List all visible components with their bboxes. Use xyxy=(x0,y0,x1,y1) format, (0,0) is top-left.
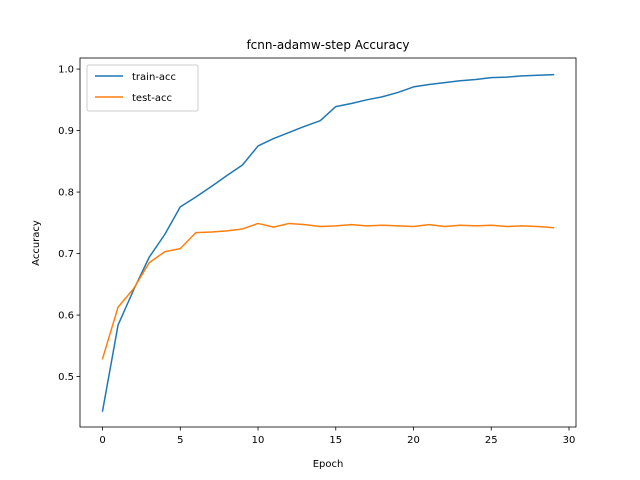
y-tick-label: 0.8 xyxy=(58,188,74,199)
legend: train-acc test-acc xyxy=(86,64,199,112)
x-tick-label: 10 xyxy=(252,435,265,446)
y-tick-label: 0.7 xyxy=(58,249,74,260)
x-tick-label: 5 xyxy=(177,435,183,446)
y-tick-label: 0.6 xyxy=(58,311,74,322)
x-axis-label: Epoch xyxy=(313,459,344,470)
x-tick-label: 0 xyxy=(99,435,105,446)
y-tick-label: 0.9 xyxy=(58,126,74,137)
x-tick-label: 15 xyxy=(329,435,342,446)
series-lines xyxy=(101,73,555,412)
y-axis-label: Accuracy xyxy=(31,220,42,266)
legend-label-train-acc: train-acc xyxy=(132,72,176,83)
y-tick-label: 0.5 xyxy=(58,372,74,383)
x-tick-label: 20 xyxy=(407,435,420,446)
plot-frame xyxy=(79,57,577,428)
axis-ticks: 0 5 10 15 20 25 30 0.5 0.6 0.7 0.8 0.9 1.0 xyxy=(58,65,575,446)
legend-label-test-acc: test-acc xyxy=(132,93,172,104)
x-tick-label: 25 xyxy=(485,435,498,446)
series-line-test-acc xyxy=(101,222,555,360)
chart-title: fcnn-adamw-step Accuracy xyxy=(246,38,409,52)
series-line-train-acc xyxy=(101,73,555,412)
y-tick-label: 1.0 xyxy=(58,65,74,76)
x-tick-label: 30 xyxy=(563,435,576,446)
